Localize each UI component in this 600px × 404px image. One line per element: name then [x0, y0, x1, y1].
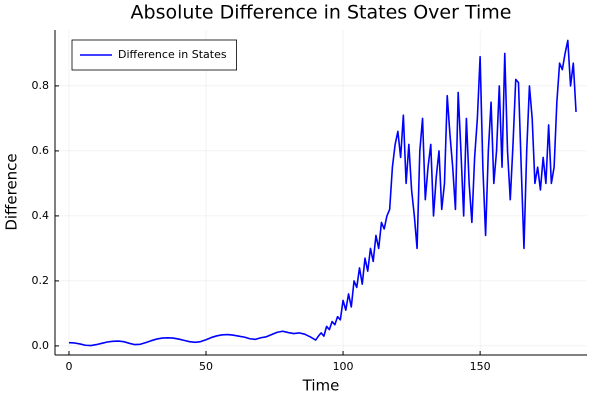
- y-tick-label: 0.2: [32, 274, 50, 287]
- x-tick-label: 0: [65, 360, 72, 373]
- y-axis-label: Difference: [3, 153, 21, 230]
- y-tick-label: 0.4: [32, 209, 50, 222]
- chart-title: Absolute Difference in States Over Time: [131, 2, 512, 24]
- x-tick-label: 150: [470, 360, 491, 373]
- legend: Difference in States: [71, 39, 237, 71]
- y-tick-label: 0.6: [32, 144, 50, 157]
- y-tick-label: 0.8: [32, 79, 50, 92]
- x-tick-label: 100: [333, 360, 354, 373]
- x-tick-label: 50: [199, 360, 213, 373]
- data-line: [68, 39, 577, 347]
- x-axis-label: Time: [302, 377, 340, 395]
- y-tick-label: 0.0: [32, 339, 50, 352]
- legend-label: Difference in States: [118, 48, 227, 61]
